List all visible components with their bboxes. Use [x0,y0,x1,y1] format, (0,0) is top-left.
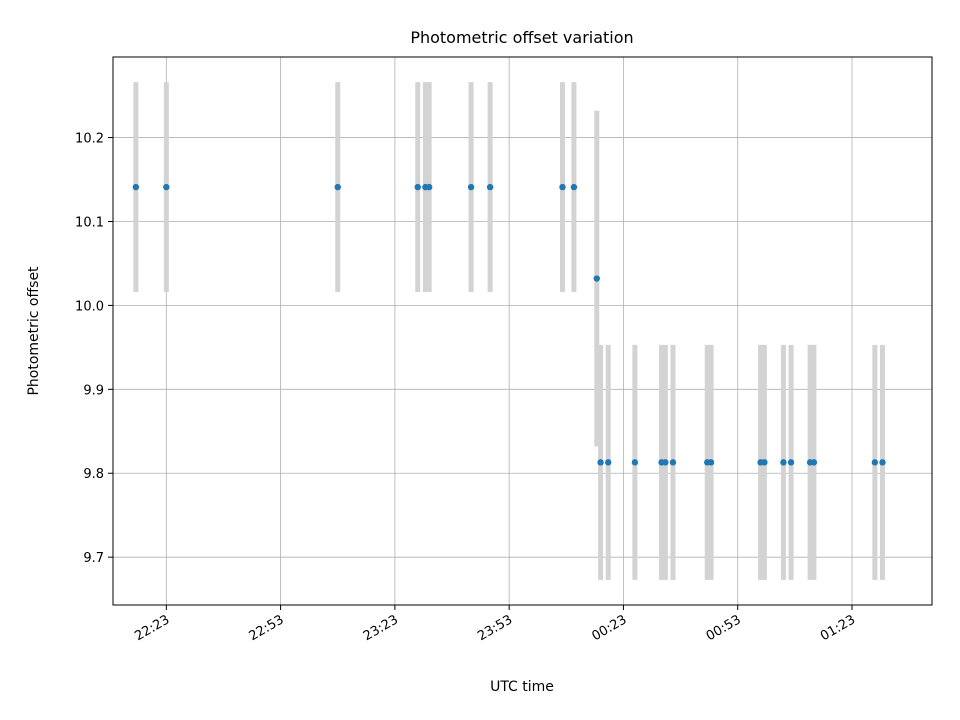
data-point [780,459,787,466]
y-axis-ticks: 9.7 9.8 9.9 10.0 10.1 10.2 [75,132,113,566]
data-point [669,459,677,466]
data-point [761,459,768,466]
data-point [467,183,475,191]
plot-frame [112,56,933,606]
data-point [879,459,886,466]
x-axis-ticks: 22:23 22:53 23:23 23:53 00:23 00:53 01:23 [132,605,858,644]
data-point [871,459,879,466]
y-tick-label: 9.9 [83,383,104,398]
x-tick-label: 00:23 [589,612,629,644]
data-point [631,459,639,466]
data-point [810,459,818,466]
data-point [597,459,604,466]
y-tick-label: 10.1 [75,215,104,230]
data-point [605,459,612,466]
data-point [570,183,578,191]
y-tick-label: 10.2 [75,132,104,147]
x-tick-label: 00:53 [704,612,744,644]
data-point [559,183,566,191]
data-point [163,183,170,191]
x-tick-label: 22:53 [247,612,287,644]
y-tick-label: 9.7 [83,551,104,566]
data-point [425,183,433,191]
x-axis-label: UTC time [490,679,554,695]
y-tick-label: 9.8 [83,467,104,482]
x-tick-label: 22:23 [132,612,172,644]
data-point [132,183,140,191]
data-point [707,459,715,466]
y-tick-label: 10.0 [75,299,104,314]
data-point-layer [132,183,886,466]
data-point [334,183,341,191]
data-point [414,183,421,191]
grid-layer [113,57,932,605]
data-point [662,459,669,466]
x-tick-label: 23:23 [361,612,401,644]
x-tick-label: 23:53 [475,612,515,644]
data-point [787,459,795,466]
data-point [593,275,600,282]
x-tick-label: 01:23 [818,612,858,644]
chart-title: Photometric offset variation [410,28,633,47]
y-axis-label: Photometric offset [26,266,42,396]
data-point [486,183,494,191]
